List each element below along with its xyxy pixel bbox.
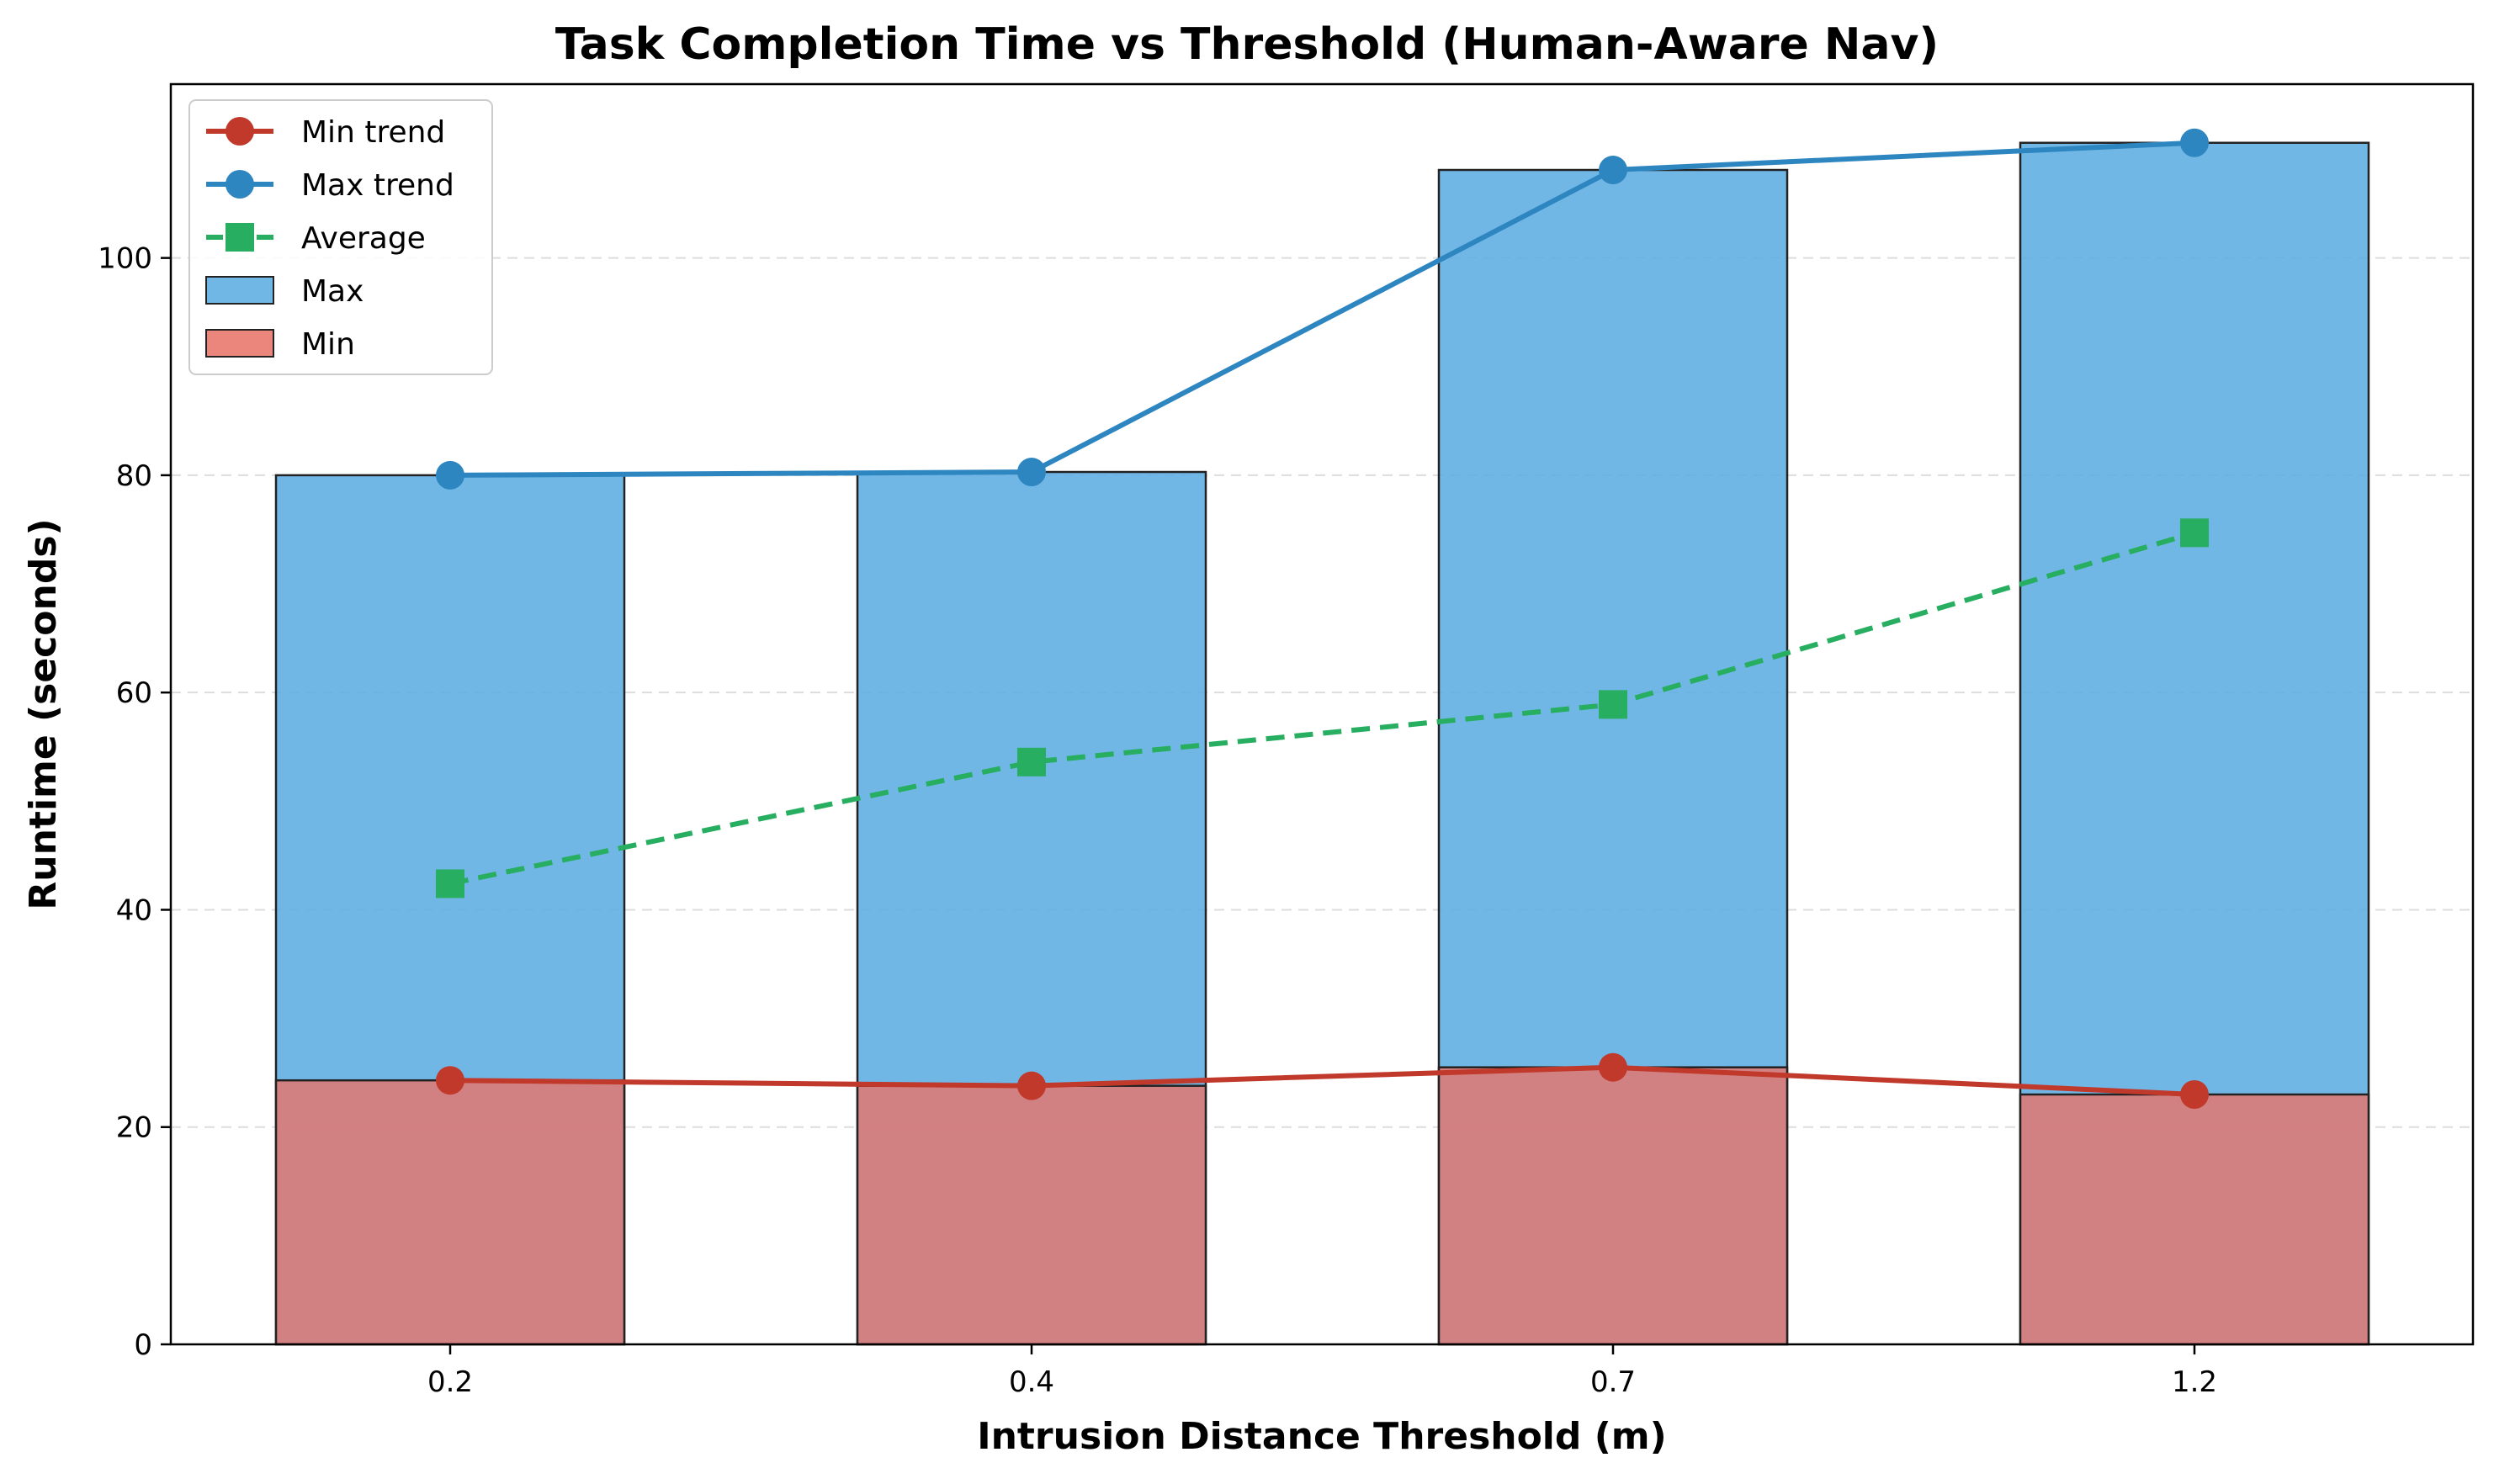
point-average-0.4	[1017, 747, 1046, 776]
legend-label-min: Min	[301, 327, 355, 362]
point-min-trend-1.2	[2180, 1079, 2209, 1109]
point-average-1.2	[2180, 518, 2209, 548]
legend-label-max-trend: Max trend	[301, 168, 454, 203]
legend-marker-min-trend	[226, 117, 254, 146]
legend-marker-max-trend	[226, 170, 254, 199]
bars	[274, 141, 2370, 1346]
point-min-trend-0.2	[436, 1066, 464, 1095]
line-average	[449, 530, 2195, 887]
point-average-0.2	[436, 869, 464, 898]
legend-swatch-max	[205, 276, 274, 305]
trend-lines	[436, 128, 2209, 1109]
bar-min-0.7	[1437, 1066, 1789, 1346]
point-max-trend-1.2	[2180, 128, 2209, 157]
y-tick-label-0: 0	[134, 1328, 152, 1362]
point-max-trend-0.7	[1599, 156, 1627, 185]
legend-label-max: Max	[301, 274, 363, 309]
legend-label-min-trend: Min trend	[301, 115, 445, 150]
point-max-trend-0.4	[1017, 458, 1046, 487]
point-max-trend-0.2	[436, 460, 464, 490]
point-average-0.7	[1599, 690, 1627, 719]
legend-label-average: Average	[301, 221, 426, 256]
x-axis-label: Intrusion Distance Threshold (m)	[977, 1415, 1667, 1458]
legend-marker-average	[226, 223, 254, 252]
y-tick-label-40: 40	[116, 893, 152, 927]
y-tick-label-80: 80	[116, 459, 152, 493]
chart-title: Task Completion Time vs Threshold (Human…	[555, 19, 1939, 70]
plot-frame	[169, 82, 2475, 1346]
bar-min-0.4	[856, 1084, 1207, 1346]
legend: Min trend Max trend Average Max Min	[188, 99, 493, 375]
y-tick-label-60: 60	[116, 676, 152, 710]
x-axis-ticks: 0.2 0.4 0.7 1.2	[427, 1344, 2217, 1399]
line-max-trend	[449, 140, 2195, 478]
legend-box	[188, 99, 493, 375]
point-min-trend-0.7	[1599, 1052, 1627, 1082]
x-tick-label-0.7: 0.7	[1590, 1365, 1636, 1399]
x-tick-label-0.2: 0.2	[427, 1365, 473, 1399]
y-tick-label-100: 100	[98, 242, 152, 276]
y-axis-ticks: 0 20 40 60 80 100	[98, 242, 171, 1362]
x-tick-label-1.2: 1.2	[2172, 1365, 2217, 1399]
bar-min-1.2	[2019, 1093, 2370, 1346]
line-min-trend	[449, 1064, 2195, 1097]
y-tick-label-20: 20	[116, 1111, 152, 1145]
y-axis-label: Runtime (seconds)	[22, 518, 65, 909]
x-tick-label-0.4: 0.4	[1009, 1365, 1054, 1399]
point-min-trend-0.4	[1017, 1071, 1046, 1100]
legend-swatch-min	[205, 329, 274, 358]
bar-min-0.2	[274, 1079, 626, 1346]
